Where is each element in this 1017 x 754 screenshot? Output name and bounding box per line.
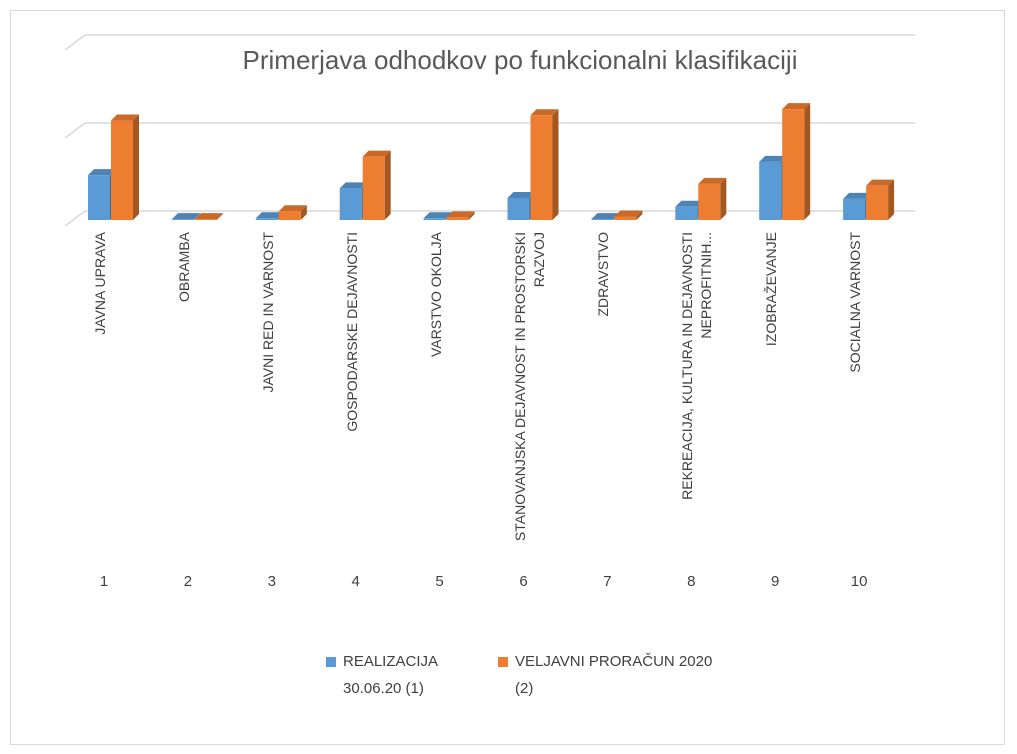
chart-frame [10, 10, 1005, 745]
x-tick-label: REKREACIJA, KULTURA IN DEJAVNOSTI NEPROF… [679, 232, 715, 500]
grid-line [64, 122, 915, 139]
x-tick-label: IZOBRAŽEVANJE [763, 232, 780, 347]
x-tick-number: 4 [351, 573, 360, 590]
bar [171, 213, 200, 220]
x-tick-label: ZDRAVSTVO [595, 232, 612, 317]
x-tick-label: GOSPODARSKE DEJAVNOSTI [343, 232, 360, 432]
x-tick-label: STANOVANJSKA DEJAVNOST IN PROSTORSKI RAZ… [511, 232, 547, 542]
bar [782, 103, 811, 220]
bar [362, 150, 391, 220]
x-tick-number: 2 [183, 573, 193, 590]
legend-label: REALIZACIJA 30.06.20 (1) [343, 653, 438, 697]
x-tick-number: 6 [519, 573, 528, 590]
x-tick-number: 5 [435, 573, 444, 590]
x-tick-number: 3 [267, 573, 276, 590]
legend-swatch [326, 657, 336, 667]
legend-swatch [498, 657, 508, 667]
grid-line [64, 34, 915, 51]
bar [446, 211, 475, 220]
x-tick-label: OBRAMBA [175, 232, 192, 303]
bar [194, 213, 223, 220]
bar [614, 210, 643, 220]
bar [278, 205, 307, 220]
bar [111, 114, 139, 220]
bar [866, 179, 895, 220]
x-tick-label: VARSTVO OKOLJA [427, 232, 444, 357]
legend-label: VELJAVNI PRORAČUN 2020 (2) [515, 653, 713, 697]
chart-title: Primerjava odhodkov po funkcionalni klas… [243, 45, 798, 75]
x-tick-number: 10 [850, 573, 868, 590]
bar [698, 177, 727, 220]
bar [530, 109, 559, 220]
x-tick-number: 7 [603, 573, 612, 590]
x-tick-number: 1 [99, 573, 109, 590]
x-tick-label: SOCIALNA VARNOST [847, 232, 864, 373]
x-tick-label: JAVNI RED IN VARNOST [259, 232, 276, 393]
x-tick-label: JAVNA UPRAVA [92, 232, 108, 335]
x-tick-number: 9 [771, 573, 780, 590]
x-tick-number: 8 [687, 573, 696, 590]
